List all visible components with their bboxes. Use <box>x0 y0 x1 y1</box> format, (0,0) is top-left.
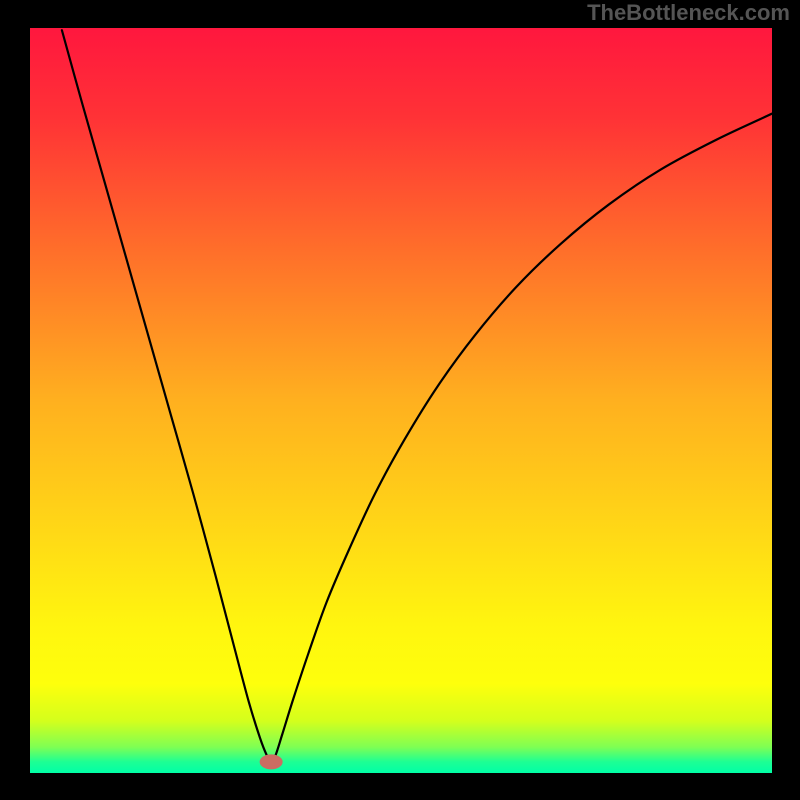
gradient-background <box>30 28 772 773</box>
minimum-marker <box>260 755 282 769</box>
plot-area <box>30 28 772 773</box>
watermark-text: TheBottleneck.com <box>587 0 790 26</box>
chart-container: TheBottleneck.com <box>0 0 800 800</box>
plot-svg <box>30 28 772 773</box>
